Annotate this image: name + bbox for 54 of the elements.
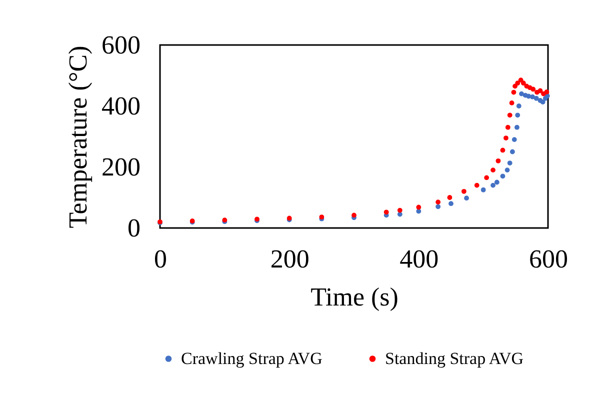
point (436, 204, 441, 210)
point (519, 91, 524, 96)
y-tick-label: 400 (102, 92, 140, 120)
point (490, 182, 496, 188)
point (397, 212, 402, 217)
point (512, 137, 517, 142)
legend-label: Standing Strap AVG (385, 348, 524, 368)
y-tick-label: 0 (128, 214, 140, 242)
point (516, 104, 522, 108)
point (518, 78, 524, 83)
legend-label: Crawling Strap AVG (181, 348, 322, 368)
point (490, 168, 496, 172)
point (504, 168, 510, 172)
x-tick-label: 600 (529, 244, 568, 274)
point (540, 100, 546, 104)
point (510, 149, 515, 154)
point (500, 174, 506, 179)
point (544, 90, 550, 94)
point (397, 208, 402, 213)
point (416, 204, 422, 210)
point (515, 80, 520, 86)
point (352, 212, 356, 218)
y-axis-title: Temperature (°C) (64, 46, 92, 228)
point (511, 90, 516, 95)
point (507, 160, 512, 166)
point (474, 182, 480, 188)
point (530, 86, 536, 92)
point (464, 196, 469, 201)
y-tick-label: 600 (102, 30, 140, 60)
point (448, 201, 454, 206)
point (480, 187, 486, 192)
point (530, 94, 535, 100)
x-axis-title: Time (s) (310, 282, 398, 312)
x-tick-label: 0 (154, 244, 167, 274)
y-tick-label: 200 (102, 152, 140, 182)
point (496, 158, 501, 164)
point (505, 124, 510, 130)
point (507, 112, 512, 118)
point (512, 84, 518, 89)
point (509, 100, 514, 106)
point (447, 195, 452, 200)
point (384, 210, 389, 215)
point (484, 175, 490, 180)
point (514, 124, 520, 130)
x-tick-label: 200 (270, 244, 310, 274)
point (500, 148, 506, 153)
point (520, 80, 526, 86)
x-tick-label: 400 (400, 244, 439, 274)
point (436, 200, 441, 205)
point (494, 180, 500, 185)
point (534, 96, 539, 101)
point (515, 112, 520, 118)
point (504, 136, 508, 140)
point (461, 188, 466, 194)
